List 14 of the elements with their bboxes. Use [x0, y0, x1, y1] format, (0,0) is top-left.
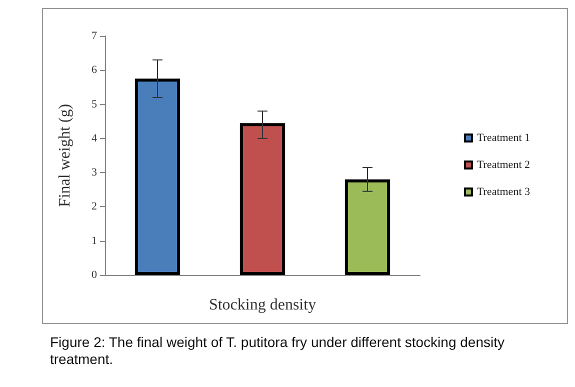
- y-axis-title: Final weight (g): [56, 104, 74, 208]
- legend-label: Treatment 3: [476, 186, 530, 198]
- y-tick-label: 0: [92, 269, 98, 281]
- y-tick-label: 5: [92, 98, 98, 110]
- caption: Figure 2: The final weight of T. putitora fry under different stocking density treatment.: [50, 334, 506, 368]
- y-tick-label: 3: [92, 166, 98, 179]
- y-tick-label: 4: [92, 132, 98, 144]
- legend-label: Treatment 2: [476, 159, 530, 171]
- y-tick-label: 6: [92, 64, 98, 76]
- x-axis-title: Stocking density: [208, 296, 316, 314]
- y-tick-label: 2: [92, 200, 97, 213]
- y-tick-label: 7: [92, 30, 98, 42]
- legend-label: Treatment 1: [476, 132, 530, 144]
- y-tick-label: 1: [92, 234, 97, 247]
